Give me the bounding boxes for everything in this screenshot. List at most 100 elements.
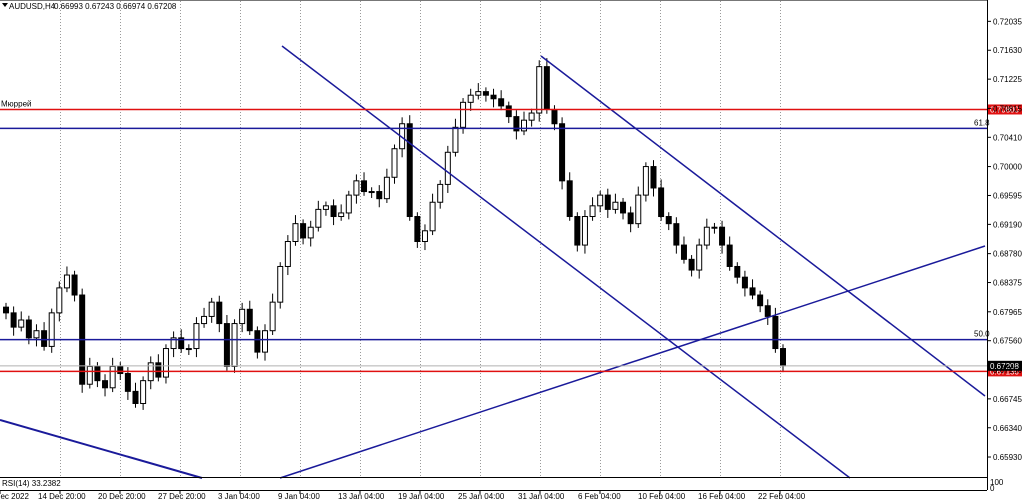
candle-body bbox=[444, 151, 451, 185]
candle-body bbox=[292, 223, 299, 242]
candle-body bbox=[421, 230, 428, 242]
candle-body bbox=[543, 66, 550, 110]
price-tick-label: 0.70410 bbox=[993, 133, 1022, 142]
candle-body bbox=[665, 216, 672, 225]
rsi-tick-100: 100 bbox=[990, 478, 1004, 487]
candle-body bbox=[521, 119, 527, 132]
candle-body bbox=[63, 274, 70, 289]
time-tick-label: 20 Dec 20:00 bbox=[98, 492, 146, 501]
candle-body bbox=[254, 330, 261, 353]
candle-body bbox=[201, 315, 208, 325]
price-axis: 0.72035 0.71630 0.71225 0.70815 0.70410 0.700… bbox=[987, 17, 1022, 462]
candle-body bbox=[467, 94, 474, 103]
candle-body bbox=[383, 176, 390, 200]
candle-body bbox=[376, 191, 383, 200]
candle-body bbox=[140, 380, 147, 404]
time-tick-label: 27 Dec 20:00 bbox=[158, 492, 206, 501]
candle-body bbox=[33, 330, 40, 339]
candle-body bbox=[414, 216, 421, 242]
candle-body bbox=[262, 330, 268, 353]
triangle-down-icon[interactable] bbox=[2, 3, 8, 7]
candle-body bbox=[498, 98, 505, 107]
candle-body bbox=[513, 116, 520, 132]
trendline-descending-upper-left[interactable] bbox=[281, 45, 851, 479]
candle-body bbox=[307, 226, 314, 239]
candle-body bbox=[170, 337, 177, 350]
current-price-label: 0.67208 bbox=[990, 362, 1019, 371]
price-tick-label: 0.71225 bbox=[993, 75, 1022, 84]
time-tick-label: 10 Feb 04:00 bbox=[638, 492, 686, 501]
candle-body bbox=[612, 201, 619, 210]
time-tick-label: 19 Jan 04:00 bbox=[398, 492, 445, 501]
candle-body bbox=[338, 212, 345, 218]
time-tick-label: 31 Jan 04:00 bbox=[518, 492, 565, 501]
level-price-badge bbox=[988, 104, 1022, 115]
level-label: 50.0 bbox=[974, 330, 990, 339]
candle-body bbox=[322, 205, 329, 210]
candle-body bbox=[696, 244, 703, 271]
time-tick-label: 16 Feb 04:00 bbox=[698, 492, 746, 501]
candle-body bbox=[719, 226, 726, 246]
candle-body bbox=[162, 348, 169, 378]
candle-body bbox=[703, 226, 710, 246]
vertical-grid bbox=[60, 1, 781, 477]
candle-body bbox=[353, 180, 360, 196]
candle-body bbox=[711, 226, 718, 229]
time-tick-label: 14 Dec 20:00 bbox=[38, 492, 86, 501]
time-axis: 8 Dec 2022 14 Dec 20:00 20 Dec 20:00 27 Dec… bbox=[0, 490, 806, 501]
candle-body bbox=[345, 194, 352, 214]
candle-body bbox=[56, 287, 63, 314]
candle-body bbox=[94, 365, 101, 382]
candle-body bbox=[551, 108, 558, 125]
candle-body bbox=[604, 194, 611, 210]
candle-body bbox=[18, 319, 25, 328]
candle-body bbox=[269, 301, 276, 332]
candle-body bbox=[71, 274, 78, 296]
candle-body bbox=[300, 223, 307, 239]
candle-body bbox=[650, 166, 657, 189]
candle-body bbox=[3, 306, 9, 314]
candle-body bbox=[460, 101, 467, 128]
candle-body bbox=[132, 390, 139, 404]
candle-body bbox=[673, 223, 680, 246]
candle-body bbox=[315, 208, 322, 228]
candle-body bbox=[406, 123, 413, 218]
candle-body bbox=[597, 194, 604, 207]
time-tick-label: 9 Jan 04:00 bbox=[278, 492, 320, 501]
candle-body bbox=[680, 244, 687, 260]
candle-body bbox=[772, 315, 779, 350]
candle-body bbox=[757, 294, 764, 307]
candle-body bbox=[764, 305, 771, 317]
price-tick-label: 0.70815 bbox=[993, 104, 1022, 113]
time-tick-label: 3 Jan 04:00 bbox=[218, 492, 260, 501]
trendline-ascending[interactable] bbox=[279, 245, 986, 479]
candle-body bbox=[124, 373, 131, 392]
candle-body bbox=[734, 265, 741, 278]
candle-body bbox=[10, 312, 17, 328]
price-tick-label: 0.68780 bbox=[993, 250, 1022, 259]
candle-body bbox=[277, 265, 284, 303]
trendline-lower-left[interactable] bbox=[0, 419, 203, 479]
candle-body bbox=[536, 66, 543, 114]
level-price-label: 0.67130 bbox=[990, 367, 1019, 376]
rsi-panel: RSI(14) 33.2382 100 0 bbox=[2, 478, 1004, 493]
price-tick-label: 0.65930 bbox=[993, 453, 1022, 462]
price-tick-label: 0.70000 bbox=[993, 163, 1022, 172]
chart-frame bbox=[0, 0, 988, 491]
price-tick-label: 0.69190 bbox=[993, 220, 1022, 229]
candle-body bbox=[475, 91, 482, 96]
candle-body bbox=[505, 105, 512, 118]
candle-body bbox=[178, 337, 185, 350]
candle-body bbox=[109, 365, 116, 389]
candle-body bbox=[780, 348, 786, 367]
candle-body bbox=[482, 91, 489, 96]
candle-body bbox=[658, 187, 665, 218]
symbol-label: AUDUSD,H4 bbox=[9, 2, 56, 11]
candle-body bbox=[246, 308, 253, 332]
candle-body bbox=[620, 201, 627, 214]
rsi-tick-0: 0 bbox=[990, 484, 995, 493]
candle-body bbox=[361, 180, 368, 193]
time-tick-label: 13 Jan 04:00 bbox=[338, 492, 385, 501]
